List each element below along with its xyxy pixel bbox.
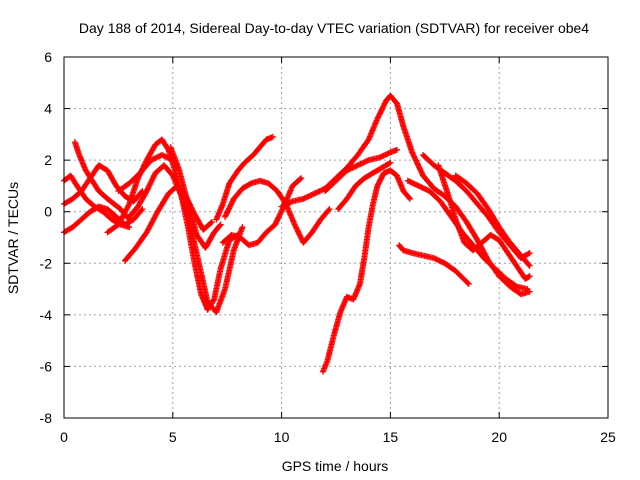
data-point: [216, 222, 223, 229]
axis-ticks: 0 5 10 15 20 25 -8 -6 -4 -2 0 2 4 6: [40, 49, 616, 445]
data-point: [464, 279, 471, 286]
data-series-arc-16: [335, 159, 394, 213]
data-point: [210, 297, 217, 304]
plot-frame: [63, 56, 609, 419]
data-point: [208, 219, 215, 226]
data-point: [326, 206, 333, 213]
data-series-arc-11: [213, 133, 276, 223]
data-series-arc-17: [396, 242, 472, 287]
data-point: [524, 286, 531, 293]
data-point: [525, 261, 532, 268]
data-series-arc-21: [452, 172, 533, 269]
data-series-arc-14: [319, 167, 413, 375]
data-series-arc-9: [167, 144, 224, 251]
data-point: [246, 181, 253, 188]
data-series-arc-15: [322, 146, 400, 195]
y-tick-label: -6: [40, 358, 53, 374]
x-tick-label: 20: [491, 429, 507, 445]
y-tick-label: 4: [44, 101, 52, 117]
data-series-arc-2: [61, 203, 146, 236]
data-point: [139, 206, 146, 213]
data-point: [393, 146, 400, 153]
x-tick-label: 0: [60, 429, 68, 445]
data-point: [526, 262, 533, 269]
data-point: [297, 176, 304, 183]
data-point: [406, 195, 413, 202]
data-point: [387, 159, 394, 166]
chart-title: Day 188 of 2014, Sidereal Day-to-day VTE…: [79, 20, 589, 36]
x-tick-label: 25: [600, 429, 616, 445]
data-point: [386, 160, 393, 167]
y-axis-label: SDTVAR / TECUs: [5, 182, 21, 294]
data-point: [269, 133, 276, 140]
data-point: [325, 207, 332, 214]
data-series-arc-8: [121, 182, 215, 264]
data-series-arc-20: [435, 162, 533, 282]
data-point: [239, 224, 246, 231]
y-tick-label: -4: [40, 307, 53, 323]
data-series-arc-7: [126, 162, 246, 316]
data-series-arc-4: [71, 139, 133, 223]
data-point: [138, 207, 145, 214]
data-point: [298, 175, 305, 182]
data-point: [465, 280, 472, 287]
x-tick-label: 5: [169, 429, 177, 445]
data-point: [512, 282, 519, 289]
x-tick-label: 15: [383, 429, 399, 445]
data-point: [217, 221, 224, 228]
data-point: [406, 194, 413, 201]
plot-data: [61, 92, 533, 375]
y-tick-label: 6: [44, 49, 52, 65]
y-tick-label: -2: [40, 255, 53, 271]
y-tick-label: 0: [44, 204, 52, 220]
x-tick-label: 10: [274, 429, 290, 445]
data-series-arc-12: [219, 175, 305, 249]
data-point: [207, 219, 214, 226]
data-point: [525, 250, 532, 257]
data-point: [526, 273, 533, 280]
data-point: [526, 249, 533, 256]
y-tick-label: 2: [44, 152, 52, 168]
y-tick-label: -8: [40, 410, 53, 426]
x-axis-label: GPS time / hours: [282, 458, 389, 474]
